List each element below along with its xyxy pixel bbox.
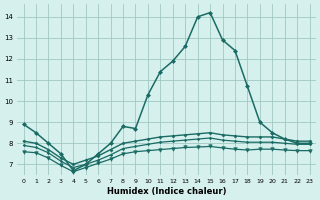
X-axis label: Humidex (Indice chaleur): Humidex (Indice chaleur) <box>107 187 226 196</box>
